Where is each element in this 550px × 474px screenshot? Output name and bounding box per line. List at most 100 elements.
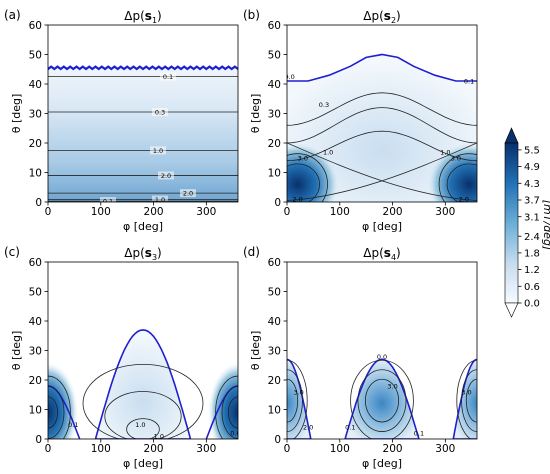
y-tick-label: 60: [29, 20, 42, 32]
contour-label: 3.0: [451, 154, 461, 162]
panel-2: 0.00.10.31.0 1.03.0 3.02.0 2.00 100 200 300010…: [243, 8, 478, 233]
contour-label: 3.0: [293, 388, 303, 396]
contour-label: 1.0: [153, 147, 163, 155]
colorbar-tick-label: 3.7: [524, 196, 540, 207]
panel-label: (b): [243, 8, 260, 22]
panel-title: Δp(s1): [124, 9, 161, 25]
contour-loop: [82, 363, 204, 439]
panel-4: 0.0 3.0 3.0 2.0 3.0 0.1 0.1 0 100 200 300 0 10 20 30 40…: [243, 245, 478, 470]
panel-title-main: Δp(: [124, 9, 145, 23]
contour-label: 0.1: [103, 198, 113, 206]
colorbar-top-extension: [504, 127, 519, 144]
colorbar-tick-label: 5.5: [524, 145, 540, 156]
colorbar-label: [mT/deg]: [541, 200, 550, 250]
contour-label: 1.0: [135, 421, 145, 429]
x-tick-label: 0: [45, 206, 52, 218]
y-tick-label: 40: [268, 79, 281, 91]
contour-label: 0.1: [345, 424, 355, 432]
colorbar-tick-label: 4.9: [524, 162, 540, 173]
y-tick-label: 30: [268, 108, 281, 120]
colorbar-tick-label: 1.8: [524, 248, 540, 259]
y-tick-label: 20: [29, 138, 42, 150]
contour-loop: [465, 378, 477, 423]
colorbar-tick-label: 2.4: [524, 232, 540, 243]
panel-title-close: ): [157, 246, 162, 260]
contour-loop: [48, 375, 71, 439]
y-tick-label: 60: [29, 257, 42, 269]
contour-label: 1.0: [323, 148, 333, 156]
y-tick-label: 30: [29, 108, 42, 120]
y-tick-label: 20: [29, 375, 42, 387]
contour-line: [287, 142, 477, 201]
y-tick-label: 10: [268, 404, 281, 416]
y-tick-label: 30: [268, 345, 281, 357]
y-tick-label: 0: [35, 197, 42, 209]
colorbar-tick-label: 3.1: [524, 212, 540, 223]
contour-label-bg: [150, 146, 166, 155]
field-fill-dome: [345, 359, 419, 439]
plot-area-1: 0.1 0.3 1.0 2.0 2.0 1.0 0.1: [48, 25, 238, 206]
y-axis-label: θ [deg]: [10, 94, 23, 134]
boundary-contour: [94, 329, 192, 439]
y-tick-label: 50: [268, 49, 281, 61]
x-tick-label: 0: [284, 206, 291, 218]
panel-title-symbol: s: [384, 9, 391, 23]
x-tick-label: 0: [45, 443, 52, 455]
contour-loop: [126, 418, 160, 439]
contour-label: 0.1: [68, 421, 78, 429]
panel-title: Δp(s2): [363, 9, 400, 25]
x-axis-label: φ [deg]: [362, 220, 402, 233]
plot-area-2: 0.00.10.31.0 1.03.0 3.02.0 2.0: [287, 25, 477, 204]
panel-title-subscript: 3: [152, 253, 157, 262]
panel-title-subscript: 2: [391, 16, 396, 25]
contour-loop: [287, 378, 299, 423]
panel-1: 0.1 0.3 1.0 2.0 2.0 1.0 0.1 0 100 200 300 0 10 20 30 40…: [4, 8, 239, 233]
x-tick-label: 100: [330, 443, 350, 455]
panel-title-subscript: 1: [152, 16, 157, 25]
y-tick-label: 50: [268, 286, 281, 298]
panel-3: 0.1 1.0 1.0 0.0 0 100 200 300 0 10 20 30 40 50 60 φ [de…: [4, 245, 240, 470]
panel-title: Δp(s4): [363, 246, 400, 262]
y-tick-label: 50: [29, 286, 42, 298]
contour-label: 2.0: [292, 196, 302, 204]
contour-loop: [446, 163, 477, 202]
panel-title-subscript: 4: [391, 253, 396, 262]
contour-label: 1.0: [155, 196, 165, 204]
x-tick-label: 300: [196, 206, 216, 218]
boundary-contour: [344, 358, 420, 439]
panel-title-close: ): [157, 9, 162, 23]
contour-loop: [215, 375, 238, 439]
contour-loop: [287, 163, 320, 202]
x-axis-label: φ [deg]: [123, 220, 163, 233]
contour-label-bg: [158, 171, 174, 180]
contour-loop: [456, 359, 477, 439]
panel-title-main: Δp(: [363, 246, 384, 260]
y-tick-label: 10: [29, 404, 42, 416]
panel-title-main: Δp(: [363, 9, 384, 23]
contour-label-bg: [152, 108, 168, 117]
x-tick-label: 200: [383, 206, 403, 218]
field-fill: [48, 67, 238, 202]
panel-title-close: ): [396, 246, 401, 260]
x-tick-label: 200: [144, 206, 164, 218]
y-axis-label: θ [deg]: [10, 331, 23, 371]
plot-area-4: 0.0 3.0 3.0 2.0 3.0 0.1 0.1: [287, 262, 477, 439]
contour-label: 2.0: [303, 424, 313, 432]
contour-loop: [438, 153, 477, 202]
contour-loop: [287, 369, 303, 432]
x-tick-label: 0: [284, 443, 291, 455]
contour-loop: [287, 359, 308, 439]
y-tick-label: 0: [35, 434, 42, 446]
contour-label: 2.0: [161, 172, 171, 180]
contour-label: 0.0: [230, 430, 240, 438]
contour-label: 0.0: [377, 353, 387, 361]
panel-title-main: Δp(: [124, 246, 145, 260]
y-tick-label: 0: [274, 434, 281, 446]
x-tick-label: 100: [91, 206, 111, 218]
contour-label: 0.1: [414, 430, 424, 438]
contour-loop: [48, 386, 65, 439]
contour-label-bg: [180, 189, 196, 198]
boundary-contour: [452, 358, 477, 439]
x-tick-label: 300: [435, 443, 455, 455]
